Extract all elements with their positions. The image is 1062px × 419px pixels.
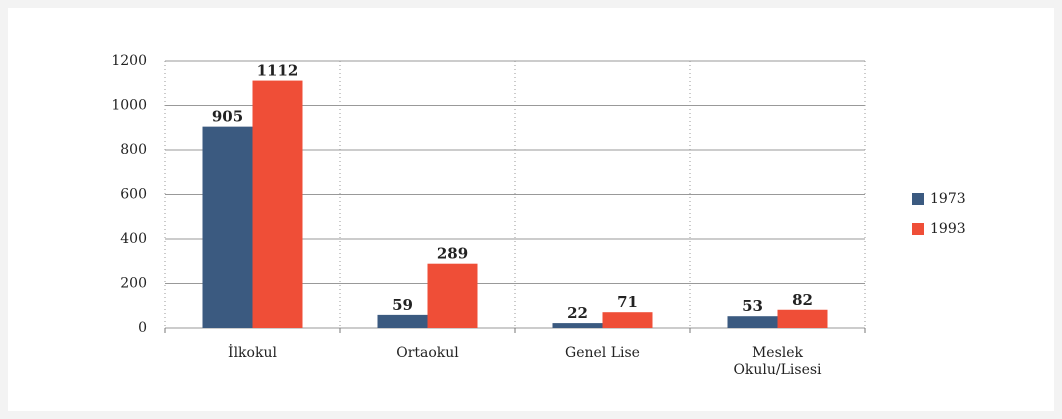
panel <box>8 8 1054 411</box>
data-label: 71 <box>617 293 638 311</box>
data-label: 289 <box>437 245 468 263</box>
legend-swatch <box>912 193 924 205</box>
x-tick-label: İlkokul <box>228 345 277 361</box>
data-label: 53 <box>742 297 763 315</box>
x-tick-label: Meslek Okulu/Lisesi <box>733 345 822 378</box>
data-label: 905 <box>212 108 243 126</box>
bar <box>252 80 303 328</box>
bar <box>727 316 778 328</box>
y-tick-label: 1200 <box>111 53 147 69</box>
y-tick-label: 600 <box>120 187 147 203</box>
x-tick-label: Ortaokul <box>396 345 459 361</box>
y-tick-label: 200 <box>120 276 147 292</box>
bar <box>602 312 653 328</box>
y-tick-label: 800 <box>120 142 147 158</box>
bar <box>377 314 428 328</box>
legend-swatch <box>912 223 924 235</box>
bar <box>427 263 478 328</box>
y-tick-label: 400 <box>120 231 147 247</box>
legend-label: 1993 <box>930 221 966 237</box>
bar <box>777 309 828 328</box>
legend-label: 1973 <box>930 191 966 207</box>
y-tick-label: 1000 <box>111 98 147 114</box>
x-tick-label: Genel Lise <box>565 345 640 361</box>
bar <box>552 323 603 328</box>
data-label: 1112 <box>257 62 299 80</box>
y-tick-label: 0 <box>138 320 147 336</box>
bar <box>202 126 253 328</box>
data-label: 22 <box>567 304 588 322</box>
data-label: 82 <box>792 291 813 309</box>
data-label: 59 <box>392 296 413 314</box>
